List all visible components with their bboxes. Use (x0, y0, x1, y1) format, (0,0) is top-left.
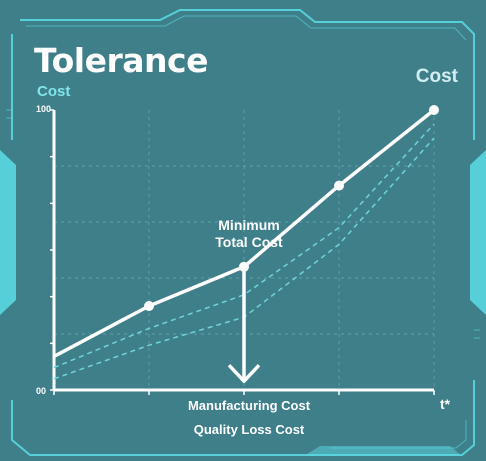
frame-inner-line (26, 15, 467, 41)
left-bracket (0, 150, 16, 315)
page-subtitle: Cost (37, 83, 71, 100)
page-title: Tolerance (34, 41, 208, 80)
x-label-quality-loss: Quality Loss Cost (193, 422, 305, 437)
data-point (144, 301, 154, 311)
y-tick-label-top: 100 (36, 104, 52, 114)
bottom-tab (304, 446, 462, 456)
right-bracket (470, 150, 486, 315)
x-label-manufacturing: Manufacturing Cost (187, 398, 311, 413)
data-point (429, 105, 439, 115)
annotation-line-1: Minimum (218, 217, 280, 233)
y-tick-label-bottom: 00 (36, 386, 47, 396)
data-point (334, 180, 344, 191)
annotation-line-2: Total Cost (215, 234, 283, 250)
x-end-label: t* (440, 396, 451, 412)
side-ticks (6, 109, 480, 339)
annotation-label: Minimum Total Cost (192, 217, 306, 251)
annotation-arrow-head (227, 364, 261, 383)
frame-outline (11, 9, 475, 456)
corner-label: Cost (415, 66, 458, 87)
